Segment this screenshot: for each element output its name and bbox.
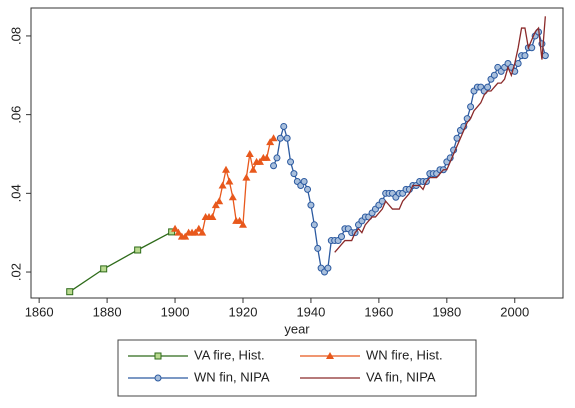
marker — [266, 138, 275, 146]
plot-area — [30, 7, 564, 299]
x-tick-label: 1900 — [161, 304, 190, 319]
series-line — [69, 231, 172, 293]
y-tick-label: .08 — [8, 27, 23, 45]
marker — [168, 228, 176, 236]
marker — [280, 122, 288, 130]
marker — [134, 246, 142, 254]
x-tick-label: 1980 — [432, 304, 461, 319]
marker — [249, 165, 258, 173]
legend-marker — [154, 374, 162, 382]
marker — [521, 52, 529, 60]
marker — [191, 228, 200, 236]
marker — [208, 212, 217, 220]
marker — [304, 185, 312, 193]
marker — [228, 193, 237, 201]
marker — [211, 201, 220, 209]
legend-label: VA fire, Hist. — [194, 347, 265, 362]
legend-label: WN fire, Hist. — [366, 347, 443, 362]
marker — [290, 170, 298, 178]
marker — [484, 83, 492, 91]
x-tick-label: 1940 — [296, 304, 325, 319]
legend-label: WN fin, NIPA — [194, 369, 270, 384]
legend — [117, 339, 477, 397]
marker — [221, 165, 230, 173]
marker — [490, 71, 498, 79]
marker — [262, 153, 271, 161]
marker — [270, 162, 278, 170]
marker — [269, 134, 278, 142]
marker — [242, 173, 251, 181]
marker — [181, 232, 190, 240]
marker — [171, 224, 180, 232]
x-tick-label: 1960 — [364, 304, 393, 319]
marker — [235, 216, 244, 224]
marker — [198, 228, 207, 236]
marker — [276, 134, 284, 142]
marker — [215, 197, 224, 205]
marker — [324, 264, 332, 272]
legend-marker — [154, 352, 162, 360]
marker — [255, 157, 264, 165]
x-axis-label: year — [284, 321, 310, 336]
marker — [467, 103, 475, 111]
marker — [225, 177, 234, 185]
marker — [287, 158, 295, 166]
marker — [514, 59, 522, 67]
x-tick-label: 2000 — [500, 304, 529, 319]
marker — [314, 244, 322, 252]
y-tick-label: .04 — [8, 184, 23, 202]
marker — [194, 224, 203, 232]
y-tick-label: .06 — [8, 106, 23, 124]
marker — [238, 220, 247, 228]
marker — [245, 149, 254, 157]
x-tick-label: 1920 — [229, 304, 258, 319]
marker — [310, 221, 318, 229]
marker — [300, 178, 308, 186]
marker — [338, 233, 346, 241]
legend-label: VA fin, NIPA — [366, 369, 436, 384]
y-tick-label: .02 — [8, 263, 23, 281]
marker — [273, 154, 281, 162]
x-tick-label: 1880 — [93, 304, 122, 319]
marker — [307, 201, 315, 209]
x-tick-label: 1860 — [25, 304, 54, 319]
marker — [541, 52, 549, 60]
marker — [100, 265, 108, 273]
marker — [283, 134, 291, 142]
marker — [174, 228, 183, 236]
marker — [66, 288, 74, 296]
marker — [218, 181, 227, 189]
series-line — [334, 16, 546, 253]
legend-marker — [326, 352, 334, 359]
